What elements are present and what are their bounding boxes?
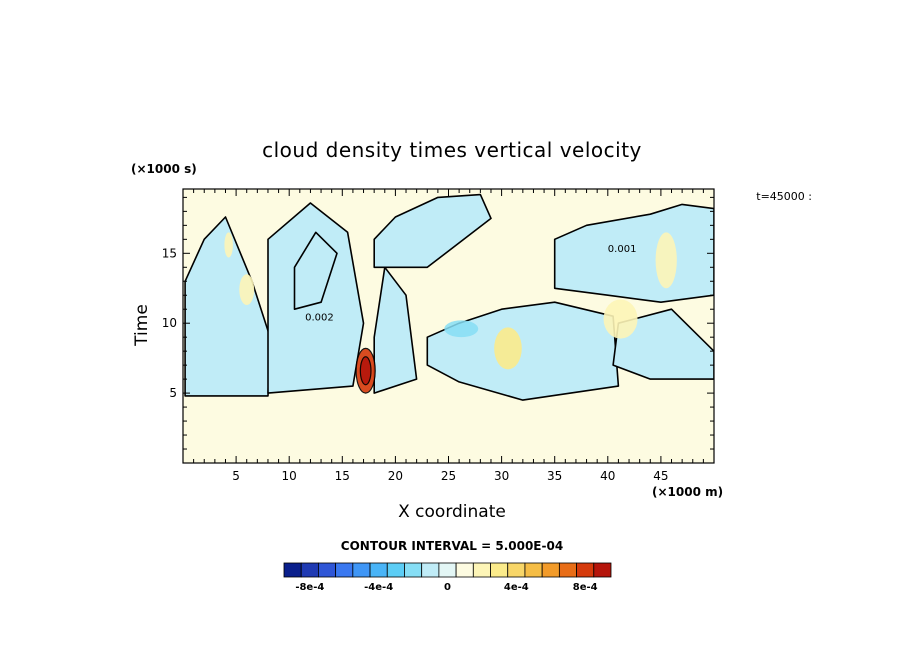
positive-anomaly <box>239 274 255 306</box>
colorbar-swatch <box>524 562 543 578</box>
colorbar-swatch <box>541 562 560 578</box>
colorbar-swatch <box>352 562 371 578</box>
contour-interval-label: CONTOUR INTERVAL = 5.000E-04 <box>340 539 564 553</box>
colorbar-swatch <box>421 562 440 578</box>
colorbar-tick-label: 0 <box>444 582 451 593</box>
colorbar-tick-label: 8e-4 <box>573 582 598 593</box>
colorbar-swatch <box>472 562 491 578</box>
y-axis-units: (×1000 s) <box>131 162 197 176</box>
x-tick-label: 45 <box>653 469 668 483</box>
colorbar-swatch <box>490 562 509 578</box>
colorbar-tick-label: -4e-4 <box>364 582 393 593</box>
colorbar-tick-label: -8e-4 <box>295 582 324 593</box>
negative-anomaly <box>660 209 678 224</box>
colorbar-swatch <box>558 562 577 578</box>
colorbar: -8e-4 -4e-4 0 4e-4 8e-4 <box>283 562 612 593</box>
chart-title: cloud density times vertical velocity <box>262 138 642 162</box>
x-axis-label: X coordinate <box>398 502 506 522</box>
colorbar-swatch <box>335 562 354 578</box>
x-tick-label: 30 <box>494 469 509 483</box>
colorbar-swatch <box>318 562 337 578</box>
colorbar-swatch <box>593 562 612 578</box>
contour-region <box>373 266 418 394</box>
time-label: t=45000 : <box>756 190 812 203</box>
colorbar-swatch <box>576 562 595 578</box>
positive-anomaly <box>224 232 233 258</box>
x-tick-label: 40 <box>600 469 615 483</box>
colorbar-swatch <box>438 562 457 578</box>
positive-anomaly <box>494 327 522 370</box>
positive-anomaly <box>603 299 638 339</box>
colorbar-swatch <box>507 562 526 578</box>
colorbar-tick-label: 4e-4 <box>504 582 529 593</box>
x-tick-label: 25 <box>441 469 456 483</box>
contour-region <box>293 231 338 311</box>
contour-region <box>373 193 492 269</box>
x-tick-label: 10 <box>282 469 297 483</box>
contour-label: 0.002 <box>305 312 334 323</box>
x-tick-label: 15 <box>335 469 350 483</box>
y-tick-label: 5 <box>169 386 177 400</box>
colorbar-swatch <box>300 562 319 578</box>
positive-anomaly <box>655 232 677 289</box>
x-tick-label: 35 <box>547 469 562 483</box>
x-tick-label: 20 <box>388 469 403 483</box>
field-layer <box>184 193 714 401</box>
x-axis-units: (×1000 m) <box>652 485 724 499</box>
colorbar-swatch <box>369 562 388 578</box>
y-tick-label: 15 <box>162 246 177 260</box>
colorbar-swatch <box>283 562 302 578</box>
contour-label: 0.001 <box>608 244 637 255</box>
colorbar-swatch <box>404 562 423 578</box>
positive-anomaly <box>359 356 372 386</box>
plot-area: 0.001 0.002 5 10 15 20 25 30 35 40 45 5 10 15 <box>162 188 715 483</box>
colorbar-swatch <box>386 562 405 578</box>
y-tick-label: 10 <box>162 316 177 330</box>
x-tick-label: 5 <box>232 469 240 483</box>
colorbar-swatch <box>455 562 474 578</box>
negative-anomaly <box>444 320 479 338</box>
